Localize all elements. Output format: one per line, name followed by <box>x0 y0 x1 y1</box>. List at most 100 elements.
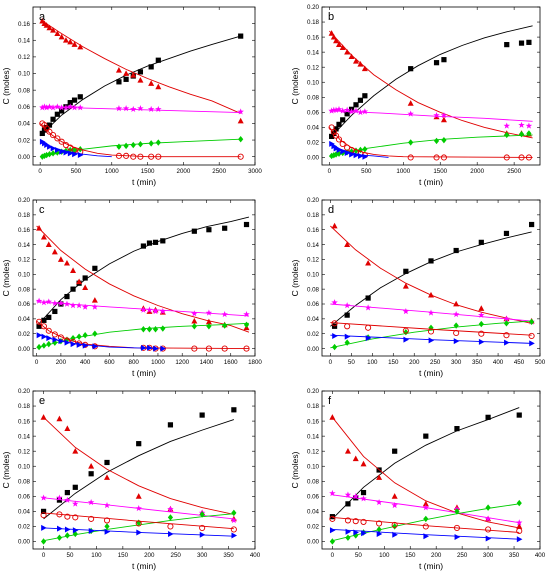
data-point <box>504 339 510 346</box>
x-tick-label: 0 <box>331 552 335 559</box>
data-point <box>392 448 398 454</box>
x-axis-label: t (min) <box>132 177 156 187</box>
data-point <box>64 489 70 496</box>
data-point <box>391 501 398 509</box>
data-point <box>43 104 50 111</box>
data-point <box>41 524 47 531</box>
data-point <box>81 303 89 310</box>
data-point <box>243 345 250 352</box>
data-point <box>503 230 510 237</box>
data-point <box>199 531 206 538</box>
data-point <box>140 326 146 333</box>
data-point <box>116 143 122 150</box>
data-point <box>67 38 74 45</box>
data-point <box>191 228 197 234</box>
data-point <box>58 33 65 40</box>
data-point <box>56 497 63 503</box>
data-point <box>191 310 198 317</box>
series-line <box>329 30 533 139</box>
data-point <box>503 154 510 161</box>
data-point <box>428 337 435 344</box>
data-point <box>35 297 43 304</box>
x-tick-label: 200 <box>144 552 155 559</box>
data-point <box>206 323 212 330</box>
y-tick-label: 0.04 <box>18 509 31 516</box>
y-tick-label: 0.04 <box>307 316 320 323</box>
data-point <box>135 520 142 527</box>
data-point <box>50 132 57 139</box>
x-tick-label: 1400 <box>200 359 214 366</box>
x-tick-label: 250 <box>430 359 441 366</box>
data-point <box>45 327 52 334</box>
data-point <box>40 508 47 514</box>
y-tick-label: 0.18 <box>18 212 31 219</box>
data-point <box>478 239 484 245</box>
data-point <box>478 338 485 345</box>
y-tick-label: 0.16 <box>307 34 320 41</box>
data-point <box>52 308 58 315</box>
data-point <box>357 108 364 116</box>
data-point <box>343 106 351 113</box>
data-point <box>331 343 338 351</box>
data-point <box>167 505 174 512</box>
y-tick-label: 0.16 <box>307 227 320 234</box>
x-tick-label: 150 <box>118 552 129 559</box>
data-point <box>349 151 355 158</box>
data-point <box>330 33 337 40</box>
data-point <box>72 484 78 490</box>
data-point <box>36 343 42 351</box>
data-point <box>221 345 228 352</box>
data-point <box>428 258 434 264</box>
y-tick-label: 0.06 <box>18 301 31 308</box>
y-tick-label: 0.16 <box>307 418 320 425</box>
data-point <box>353 152 360 159</box>
data-point <box>422 500 429 507</box>
data-point <box>76 341 83 348</box>
data-point <box>518 154 525 161</box>
data-point <box>376 530 383 537</box>
panel-b: 0 500 1000 1500 2000 2500 0.00 0.02 0.04 0.06 0.08… <box>290 4 541 187</box>
y-tick-label: 0.08 <box>307 286 320 293</box>
data-point <box>365 259 372 266</box>
data-point <box>339 107 346 114</box>
data-point <box>199 524 206 531</box>
data-point <box>243 221 250 228</box>
plot-frame <box>321 390 541 550</box>
y-tick-label: 0.14 <box>307 242 320 249</box>
data-point <box>353 102 359 108</box>
x-tick-label: 350 <box>509 552 520 559</box>
data-point <box>453 322 459 329</box>
x-tick-label: 1200 <box>175 359 189 366</box>
data-point <box>353 529 359 536</box>
y-tick-label: 0.10 <box>307 463 320 470</box>
data-point <box>375 498 383 506</box>
data-point <box>478 305 485 311</box>
x-axis-label: t (min) <box>132 561 156 571</box>
data-point <box>167 422 174 428</box>
data-point <box>403 268 409 274</box>
data-point <box>56 415 63 422</box>
data-point <box>333 126 339 132</box>
y-tick-label: 0.20 <box>18 197 31 204</box>
data-point <box>331 130 337 136</box>
data-point <box>56 494 63 501</box>
data-point <box>237 108 244 115</box>
data-point <box>453 247 459 254</box>
y-tick-label: 0.14 <box>307 433 320 440</box>
data-point <box>92 330 98 337</box>
x-tick-label: 0 <box>38 168 42 175</box>
panel-label: b <box>328 11 334 23</box>
data-point <box>344 312 350 318</box>
x-tick-label: 100 <box>379 552 390 559</box>
x-tick-label: 0 <box>329 359 333 366</box>
series-line <box>332 516 520 533</box>
data-point <box>46 340 52 348</box>
data-point <box>137 105 144 112</box>
data-point <box>454 533 461 540</box>
plot-frame <box>32 390 256 550</box>
data-point <box>57 525 63 532</box>
data-point <box>352 57 359 64</box>
y-tick-label: 0.10 <box>307 79 320 86</box>
x-tick-label: 1500 <box>433 168 447 175</box>
